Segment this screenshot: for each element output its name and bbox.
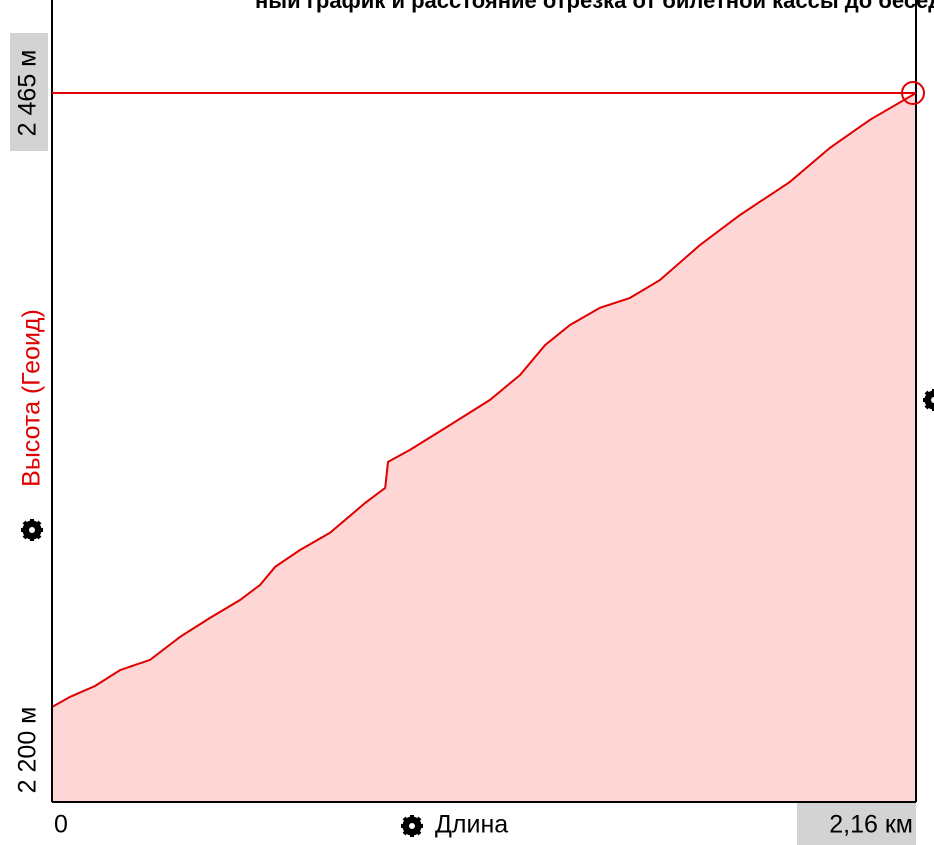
x-tick-label: 2,16 км bbox=[829, 811, 913, 839]
y-tick-label: 2 465 м bbox=[14, 50, 42, 137]
chart-title: ный график и расстояние отрезка от билет… bbox=[255, 0, 934, 13]
label-bg bbox=[797, 803, 916, 845]
gear-icon[interactable] bbox=[401, 815, 423, 837]
y-axis-label: Высота (Геоид) bbox=[18, 309, 46, 487]
elevation-line bbox=[51, 92, 917, 708]
max-marker bbox=[901, 81, 925, 105]
y-tick-label: 2 200 м bbox=[14, 707, 42, 794]
gear-icon[interactable] bbox=[923, 389, 934, 411]
gear-icon[interactable] bbox=[21, 519, 43, 541]
x-axis-label: Длина bbox=[435, 811, 508, 839]
plot-area bbox=[51, 0, 917, 803]
x-tick-label: 0 bbox=[54, 811, 68, 839]
label-bg bbox=[10, 33, 48, 151]
area-fill bbox=[52, 93, 916, 802]
